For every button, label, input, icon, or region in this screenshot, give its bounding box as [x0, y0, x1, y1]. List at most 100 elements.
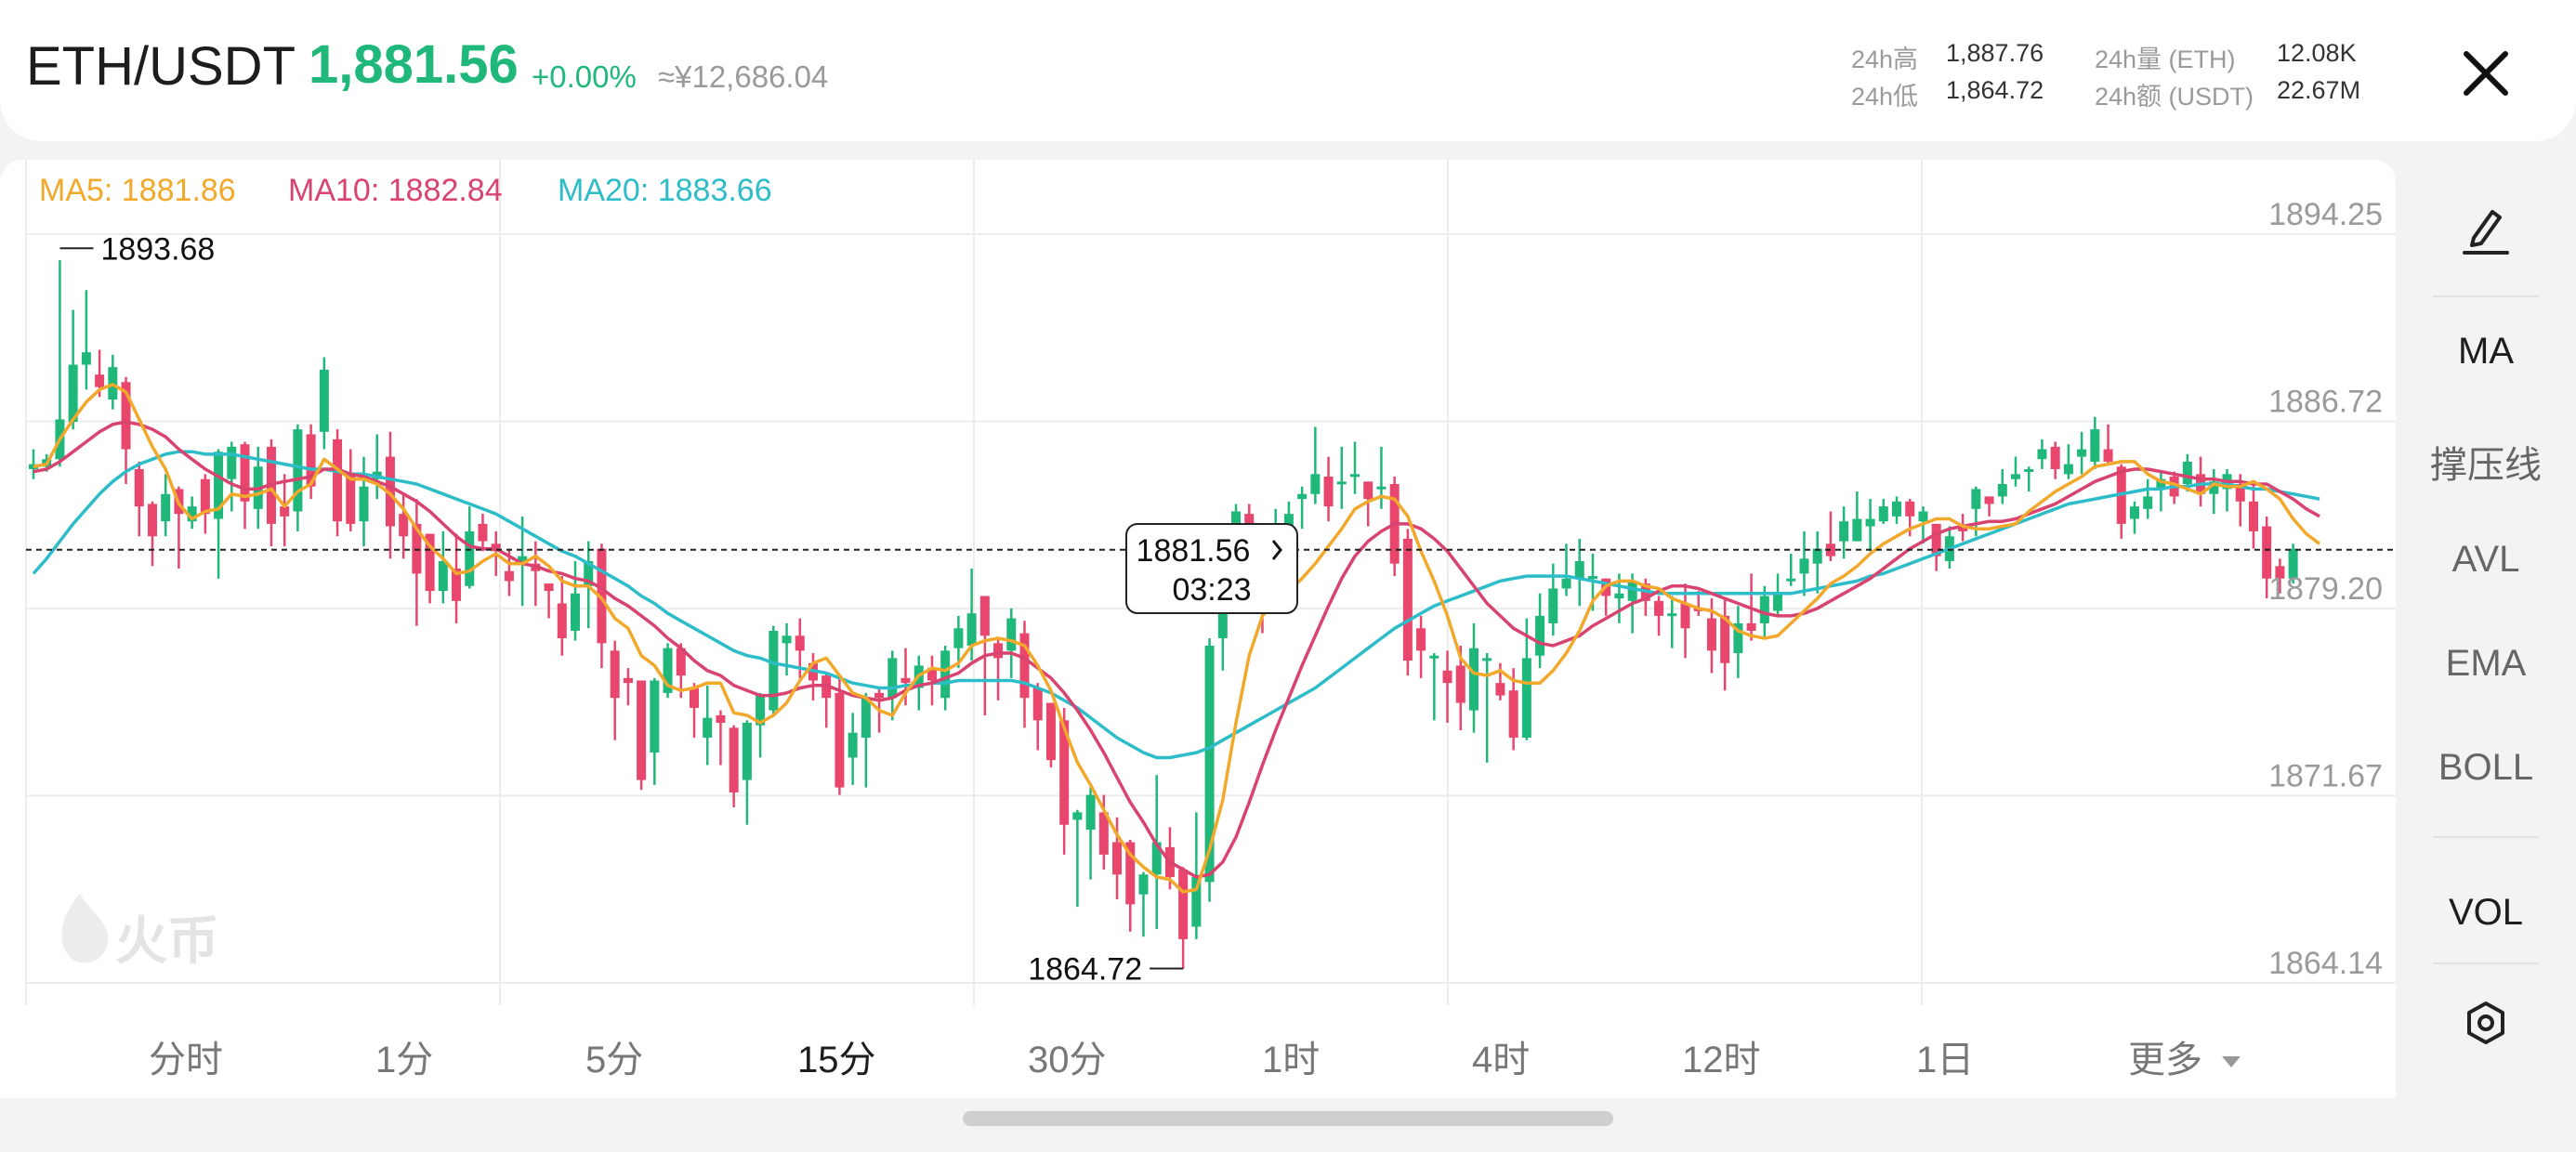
candle	[1852, 491, 1862, 542]
candle	[2116, 464, 2126, 539]
candle	[544, 583, 554, 619]
last-price: 1,881.56	[309, 34, 519, 95]
tab-1m[interactable]: 1分	[375, 1040, 434, 1080]
current-price-text: 1881.56	[1137, 533, 1251, 569]
candle	[835, 675, 845, 795]
candle	[637, 680, 647, 791]
tab-5m[interactable]: 5分	[585, 1040, 644, 1080]
indicator-panel: MA 撑压线 AVL EMA BOLL VOL	[2396, 160, 2576, 1098]
current-price-box[interactable]: 1881.56 03:23	[1125, 523, 1298, 614]
tab-1d[interactable]: 1日	[1916, 1040, 1975, 1080]
candle	[2262, 516, 2272, 599]
candle	[1350, 441, 1360, 494]
candle	[769, 625, 779, 715]
y-tick-label: 1864.14	[2268, 946, 2383, 981]
candle	[200, 474, 210, 534]
pair-title[interactable]: ETH/USDT	[26, 36, 296, 97]
tab-timeshare[interactable]: 分时	[149, 1040, 223, 1080]
candle	[333, 429, 343, 537]
legend-ma10: MA10: 1882.84	[288, 173, 503, 208]
candle	[1178, 867, 1189, 970]
candle	[1336, 446, 1347, 509]
candle	[2077, 431, 2087, 475]
candle	[571, 561, 581, 641]
stat-label: 24h量 (ETH)	[2095, 46, 2236, 73]
candle	[1535, 593, 1545, 669]
candle	[1865, 499, 1875, 552]
candle	[2209, 468, 2219, 515]
candle	[1151, 775, 1162, 930]
chart-panel[interactable]: 火币 1894.25 1886.72 1879.20 1871.67 1864.14 1…	[0, 160, 2396, 1098]
candle	[1019, 621, 1030, 728]
indicator-avl[interactable]: AVL	[2451, 539, 2520, 580]
candle	[1786, 553, 1796, 586]
candle	[438, 530, 448, 604]
candle	[1521, 618, 1531, 740]
candle	[887, 650, 898, 721]
candle	[1680, 583, 1690, 659]
home-indicator[interactable]	[963, 1111, 1613, 1126]
tab-more[interactable]: 更多	[2128, 1029, 2241, 1083]
candle	[1416, 615, 1426, 678]
candle	[1482, 653, 1492, 763]
candle	[2090, 416, 2100, 469]
indicator-vol[interactable]: VOL	[2448, 892, 2524, 933]
candle	[690, 683, 699, 739]
tab-30m[interactable]: 30分	[1028, 1040, 1107, 1080]
candle	[2063, 444, 2073, 479]
candle	[1006, 608, 1017, 678]
candle	[1429, 653, 1439, 721]
candle	[306, 424, 316, 500]
candle	[2024, 466, 2034, 492]
candle	[623, 668, 633, 706]
indicator-ema[interactable]: EMA	[2445, 643, 2527, 684]
candle	[756, 692, 766, 758]
candle	[1376, 446, 1387, 509]
close-icon[interactable]	[2453, 41, 2518, 106]
candle	[2143, 478, 2153, 519]
candle	[1032, 683, 1043, 751]
candle	[1892, 496, 1902, 524]
pencil-icon[interactable]	[2457, 201, 2515, 258]
price-change: +0.00%	[532, 59, 637, 94]
ma-lines	[32, 383, 2321, 894]
candle	[1310, 426, 1321, 504]
candle	[2222, 468, 2232, 512]
caret-down-icon	[2222, 1056, 2241, 1068]
candle	[2037, 439, 2047, 469]
settings-icon[interactable]	[2463, 1000, 2509, 1046]
candle	[359, 456, 369, 546]
candle	[1072, 809, 1083, 908]
candle	[1561, 543, 1571, 596]
candle	[927, 655, 937, 706]
tab-4h[interactable]: 4时	[1472, 1040, 1531, 1080]
candle	[531, 541, 541, 607]
candle	[1468, 622, 1479, 733]
indicator-ma[interactable]: MA	[2458, 331, 2514, 372]
candle	[1548, 563, 1558, 636]
tab-12h[interactable]: 12时	[1682, 1040, 1761, 1080]
y-axis-labels: 1894.25 1886.72 1879.20 1871.67 1864.14	[2268, 197, 2383, 981]
stat-value: 1,887.76	[1946, 39, 2044, 67]
candle	[68, 309, 78, 430]
candle	[1839, 506, 1849, 559]
candle	[1812, 530, 1822, 594]
candle	[821, 673, 832, 728]
tab-1h[interactable]: 1时	[1262, 1040, 1321, 1080]
stat-value: 22.67M	[2277, 76, 2361, 104]
line-ma10	[33, 420, 2320, 879]
candle	[663, 643, 673, 699]
candle	[1138, 871, 1149, 937]
candle	[319, 357, 329, 450]
indicator-support-resistance[interactable]: 撑压线	[2430, 445, 2542, 486]
candle	[29, 449, 38, 479]
candle	[1667, 596, 1677, 648]
y-tick-label: 1894.25	[2268, 197, 2383, 232]
watermark: 火币	[61, 894, 219, 970]
candle	[108, 354, 118, 410]
candlestick-chart[interactable]: 火币 1894.25 1886.72 1879.20 1871.67 1864.14 1…	[0, 160, 2396, 1005]
candle	[1442, 650, 1452, 724]
indicator-boll[interactable]: BOLL	[2438, 747, 2534, 788]
tab-15m[interactable]: 15分	[797, 1040, 876, 1080]
candle	[1323, 456, 1334, 522]
